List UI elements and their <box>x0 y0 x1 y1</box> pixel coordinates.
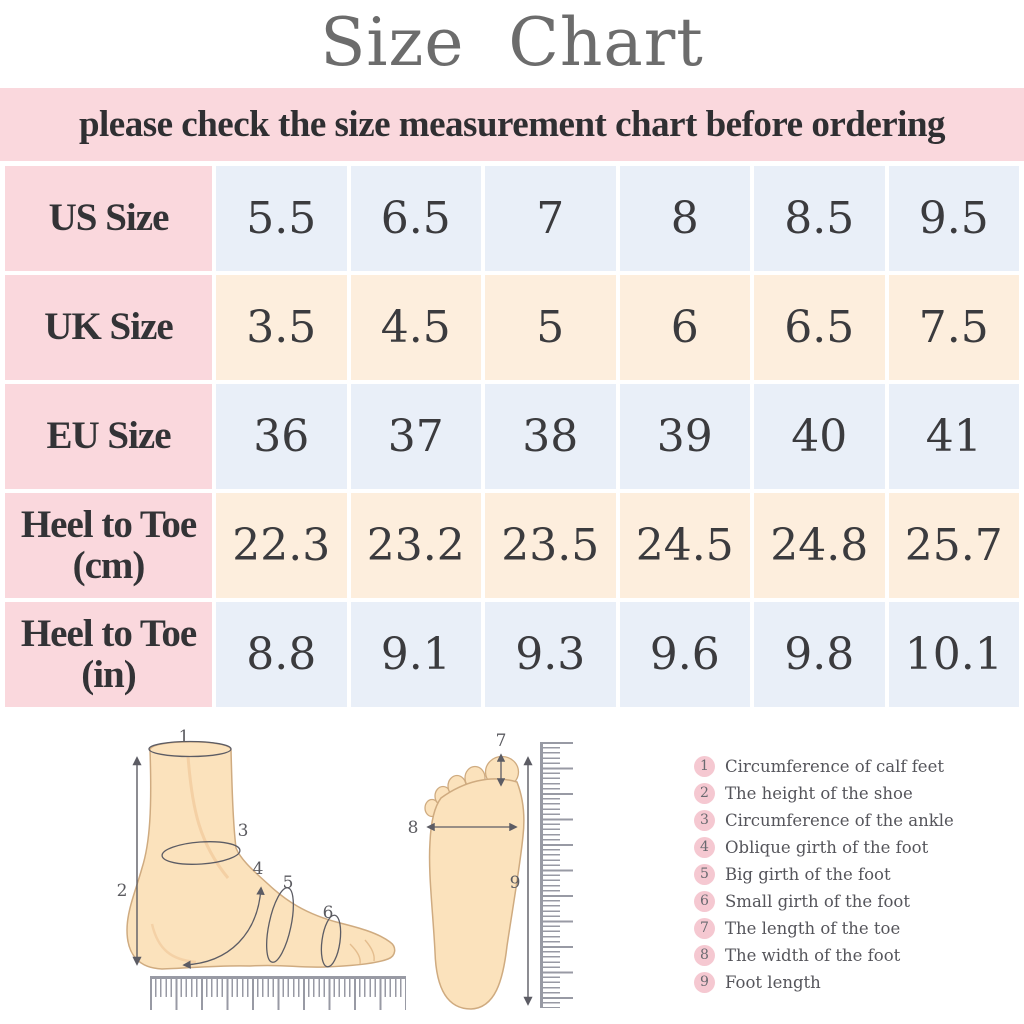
table-cell: 7 <box>485 166 616 271</box>
table-cell: 9.3 <box>485 602 616 707</box>
legend-number-badge: 9 <box>694 972 715 993</box>
vertical-ruler <box>540 742 573 1008</box>
diagram-label-1: 1 <box>179 728 190 747</box>
diagram-label-7: 7 <box>496 731 507 751</box>
row-label-uk-size: UK Size <box>5 275 212 380</box>
table-cell: 8.8 <box>216 602 347 707</box>
legend-label: The length of the toe <box>725 919 901 938</box>
measure-ring-3-ankle <box>161 841 241 865</box>
table-cell: 4.5 <box>350 275 481 380</box>
foot-sole-outline <box>428 778 525 1010</box>
table-cell: 25.7 <box>888 493 1019 598</box>
legend-item: 1 Circumference of calf feet <box>694 756 954 777</box>
legend-item: 6 Small girth of the foot <box>694 891 954 912</box>
measure-ring-6-small-girth <box>320 914 342 968</box>
table-cell: 6.5 <box>754 275 885 380</box>
diagram-label-6: 6 <box>323 903 334 923</box>
table-cell: 23.2 <box>350 493 481 598</box>
diagram-label-9: 9 <box>510 873 521 893</box>
table-cell: 6 <box>619 275 750 380</box>
diagram-label-4: 4 <box>253 859 264 879</box>
legend-item: 3 Circumference of the ankle <box>694 810 954 831</box>
legend-number-badge: 1 <box>694 756 715 777</box>
legend-item: 9 Foot length <box>694 972 954 993</box>
foot-sole-diagram: 7 8 9 <box>408 731 533 1010</box>
table-cell: 8.5 <box>754 166 885 271</box>
legend-label: The width of the foot <box>725 946 901 965</box>
legend-item: 5 Big girth of the foot <box>694 864 954 885</box>
foot-side-outline <box>126 741 396 970</box>
table-cell: 9.1 <box>350 602 481 707</box>
row-label-heel-to-toe-in: Heel to Toe (in) <box>5 602 212 707</box>
diagram-label-5: 5 <box>283 873 294 893</box>
table-cell: 36 <box>216 384 347 489</box>
table-cell: 38 <box>485 384 616 489</box>
foot-shading <box>186 755 230 879</box>
table-cell: 8 <box>619 166 750 271</box>
table-cell: 24.8 <box>754 493 885 598</box>
legend-number-badge: 5 <box>694 864 715 885</box>
legend-label: Small girth of the foot <box>725 892 910 911</box>
page-title: Size Chart <box>320 4 704 81</box>
legend-number-badge: 4 <box>694 837 715 858</box>
table-cell: 6.5 <box>350 166 481 271</box>
table-cell: 24.5 <box>619 493 750 598</box>
legend-number-badge: 8 <box>694 945 715 966</box>
table-cell: 9.5 <box>888 166 1019 271</box>
legend-number-badge: 2 <box>694 783 715 804</box>
foot-side-diagram: 1 2 3 4 5 6 <box>117 728 396 970</box>
measure-ring-5-big-girth <box>266 887 294 963</box>
table-cell: 5 <box>485 275 616 380</box>
table-cell: 9.6 <box>619 602 750 707</box>
diagram-label-3: 3 <box>238 821 249 841</box>
legend-label: Circumference of calf feet <box>725 757 944 776</box>
measurement-legend: 1 Circumference of calf feet 2 The heigh… <box>694 756 954 993</box>
table-cell: 37 <box>350 384 481 489</box>
table-cell: 10.1 <box>888 602 1019 707</box>
row-label-us-size: US Size <box>5 166 212 271</box>
legend-number-badge: 7 <box>694 918 715 939</box>
table-cell: 7.5 <box>888 275 1019 380</box>
legend-label: Foot length <box>725 973 821 992</box>
size-table: US Size 5.5 6.5 7 8 8.5 9.5 UK Size 3.5 … <box>5 166 1019 707</box>
table-cell: 39 <box>619 384 750 489</box>
horizontal-ruler <box>150 976 406 1010</box>
measure-arc-4-oblique <box>182 886 265 969</box>
legend-item: 8 The width of the foot <box>694 945 954 966</box>
row-label-eu-size: EU Size <box>5 384 212 489</box>
notice-banner: please check the size measurement chart … <box>0 88 1024 161</box>
table-cell: 23.5 <box>485 493 616 598</box>
legend-number-badge: 6 <box>694 891 715 912</box>
row-label-heel-to-toe-cm: Heel to Toe (cm) <box>5 493 212 598</box>
legend-number-badge: 3 <box>694 810 715 831</box>
legend-label: Oblique girth of the foot <box>725 838 929 857</box>
legend-label: Big girth of the foot <box>725 865 891 884</box>
legend-label: Circumference of the ankle <box>725 811 954 830</box>
table-cell: 5.5 <box>216 166 347 271</box>
legend-label: The height of the shoe <box>725 784 913 803</box>
table-cell: 3.5 <box>216 275 347 380</box>
diagram-label-8: 8 <box>408 818 419 838</box>
diagram-label-2: 2 <box>117 881 128 901</box>
table-cell: 22.3 <box>216 493 347 598</box>
legend-item: 7 The length of the toe <box>694 918 954 939</box>
toe-separation-lines <box>349 939 375 965</box>
legend-item: 4 Oblique girth of the foot <box>694 837 954 858</box>
table-cell: 41 <box>888 384 1019 489</box>
measure-ring-1-calf <box>148 740 232 758</box>
legend-item: 2 The height of the shoe <box>694 783 954 804</box>
table-cell: 40 <box>754 384 885 489</box>
table-cell: 9.8 <box>754 602 885 707</box>
